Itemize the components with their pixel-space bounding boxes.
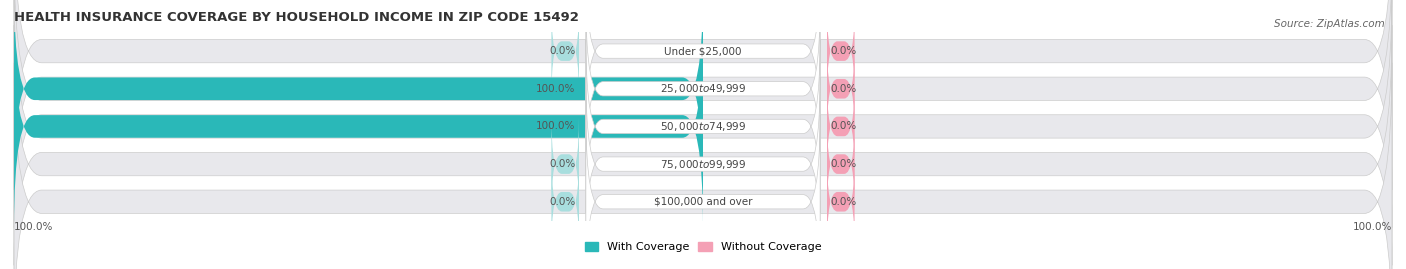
Text: $75,000 to $99,999: $75,000 to $99,999 (659, 158, 747, 171)
Text: 0.0%: 0.0% (550, 46, 575, 56)
FancyBboxPatch shape (14, 0, 1392, 228)
Text: 100.0%: 100.0% (536, 84, 575, 94)
Text: 0.0%: 0.0% (550, 197, 575, 207)
Text: 100.0%: 100.0% (14, 222, 53, 232)
FancyBboxPatch shape (827, 80, 855, 173)
FancyBboxPatch shape (586, 2, 820, 176)
FancyBboxPatch shape (14, 0, 1392, 190)
FancyBboxPatch shape (827, 155, 855, 249)
Text: 0.0%: 0.0% (831, 197, 856, 207)
Text: Under $25,000: Under $25,000 (664, 46, 742, 56)
Text: $50,000 to $74,999: $50,000 to $74,999 (659, 120, 747, 133)
FancyBboxPatch shape (14, 25, 703, 228)
FancyBboxPatch shape (827, 42, 855, 136)
FancyBboxPatch shape (586, 0, 820, 138)
Text: 100.0%: 100.0% (536, 121, 575, 132)
FancyBboxPatch shape (551, 4, 579, 98)
Text: 0.0%: 0.0% (550, 159, 575, 169)
FancyBboxPatch shape (14, 63, 1392, 269)
FancyBboxPatch shape (14, 0, 703, 190)
Text: 0.0%: 0.0% (831, 121, 856, 132)
Text: 100.0%: 100.0% (1353, 222, 1392, 232)
Text: 0.0%: 0.0% (831, 159, 856, 169)
Text: Source: ZipAtlas.com: Source: ZipAtlas.com (1274, 19, 1385, 29)
FancyBboxPatch shape (14, 25, 1392, 269)
Text: $25,000 to $49,999: $25,000 to $49,999 (659, 82, 747, 95)
FancyBboxPatch shape (551, 155, 579, 249)
Text: $100,000 and over: $100,000 and over (654, 197, 752, 207)
FancyBboxPatch shape (586, 40, 820, 213)
Text: 0.0%: 0.0% (831, 84, 856, 94)
FancyBboxPatch shape (827, 4, 855, 98)
FancyBboxPatch shape (14, 0, 1392, 266)
FancyBboxPatch shape (551, 117, 579, 211)
Text: HEALTH INSURANCE COVERAGE BY HOUSEHOLD INCOME IN ZIP CODE 15492: HEALTH INSURANCE COVERAGE BY HOUSEHOLD I… (14, 11, 579, 24)
FancyBboxPatch shape (586, 77, 820, 251)
FancyBboxPatch shape (827, 117, 855, 211)
FancyBboxPatch shape (586, 115, 820, 269)
Text: 0.0%: 0.0% (831, 46, 856, 56)
Legend: With Coverage, Without Coverage: With Coverage, Without Coverage (581, 237, 825, 256)
